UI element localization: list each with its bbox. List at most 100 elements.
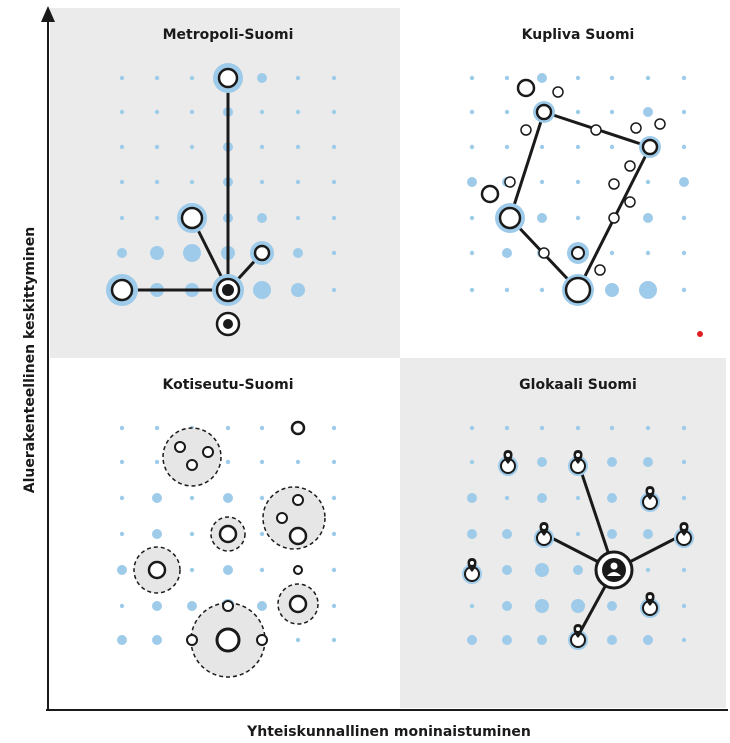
grid-dot (502, 529, 512, 539)
grid-dot (295, 215, 301, 221)
grid-dot (117, 635, 127, 645)
grid-dot (291, 283, 305, 297)
grid-dot (645, 567, 651, 573)
grid-dot (469, 215, 475, 221)
grid-dot (189, 109, 195, 115)
grid-dot (539, 179, 545, 185)
grid-dot (189, 495, 195, 501)
grid-dot (643, 107, 653, 117)
grid-dot (189, 75, 195, 81)
grid-dot (681, 495, 687, 501)
grid-dot (681, 109, 687, 115)
grid-dot (609, 425, 615, 431)
grid-dot (607, 529, 617, 539)
grid-dot (119, 531, 125, 537)
grid-dot (607, 635, 617, 645)
grid-dot (259, 425, 265, 431)
nodes-kupliva (480, 78, 703, 337)
grid-dot (119, 109, 125, 115)
grid-dot (259, 144, 265, 150)
grid-dot (223, 565, 233, 575)
grid-dot (152, 493, 162, 503)
grid-dot (643, 635, 653, 645)
grid-dot (643, 457, 653, 467)
grid-dot (331, 531, 337, 537)
grid-dot (575, 531, 581, 537)
grid-dot (257, 213, 267, 223)
grid-dot (609, 144, 615, 150)
grid-dot (681, 144, 687, 150)
grid-dot (643, 529, 653, 539)
grid-dot (295, 144, 301, 150)
grid-dot (539, 425, 545, 431)
grid-dot (607, 601, 617, 611)
grid-dot (535, 599, 549, 613)
grid-dot (575, 109, 581, 115)
grid-dot (575, 75, 581, 81)
panel-glokaali (400, 358, 726, 708)
x-axis-label: Yhteiskunnallinen moninaistuminen (246, 724, 531, 740)
clusters-kotiseutu (133, 420, 326, 678)
grid-dot (119, 603, 125, 609)
grid-dot (537, 213, 547, 223)
grid-dot (681, 250, 687, 256)
grid-dot (609, 109, 615, 115)
grid-dot (537, 493, 547, 503)
grid-dot (467, 493, 477, 503)
grid-dot (259, 459, 265, 465)
grid-dot (469, 250, 475, 256)
location-pin-icon (674, 522, 694, 548)
grid-dot (539, 287, 545, 293)
grid-dot (257, 601, 267, 611)
grid-dot (253, 281, 271, 299)
title-kupliva: Kupliva Suomi (522, 27, 635, 43)
dot-grid-glokaali (467, 425, 687, 645)
grid-dot (331, 603, 337, 609)
grid-dot (575, 179, 581, 185)
grid-dot (535, 563, 549, 577)
grid-dot (295, 637, 301, 643)
location-pin-icon (534, 522, 554, 548)
grid-dot (331, 287, 337, 293)
y-axis-arrowhead (41, 6, 55, 22)
grid-dot (681, 603, 687, 609)
grid-dot (609, 75, 615, 81)
grid-dot (189, 531, 195, 537)
grid-dot (467, 529, 477, 539)
grid-dot (504, 75, 510, 81)
grid-dot (225, 459, 231, 465)
grid-dot (607, 493, 617, 503)
title-glokaali: Glokaali Suomi (519, 377, 637, 393)
grid-dot (154, 75, 160, 81)
grid-dot (607, 457, 617, 467)
grid-dot (295, 459, 301, 465)
location-pin-icon (498, 450, 518, 476)
location-pin-icon (462, 558, 482, 584)
grid-dot (259, 567, 265, 573)
grid-dot (331, 75, 337, 81)
grid-dot (467, 635, 477, 645)
grid-dot (295, 109, 301, 115)
grid-dot (295, 75, 301, 81)
grid-dot (575, 144, 581, 150)
grid-dot (645, 75, 651, 81)
grid-dot (331, 179, 337, 185)
grid-dot (645, 179, 651, 185)
grid-dot (679, 177, 689, 187)
grid-dot (573, 565, 583, 575)
grid-dot (681, 637, 687, 643)
grid-dot (539, 144, 545, 150)
grid-dot (154, 109, 160, 115)
grid-dot (152, 601, 162, 611)
grid-dot (117, 248, 127, 258)
hub-person-icon (594, 550, 634, 590)
grid-dot (331, 109, 337, 115)
grid-dot (504, 495, 510, 501)
grid-dot (331, 459, 337, 465)
grid-dot (643, 213, 653, 223)
grid-dot (331, 495, 337, 501)
grid-dot (681, 215, 687, 221)
grid-dot (504, 144, 510, 150)
grid-dot (259, 495, 265, 501)
grid-dot (189, 567, 195, 573)
